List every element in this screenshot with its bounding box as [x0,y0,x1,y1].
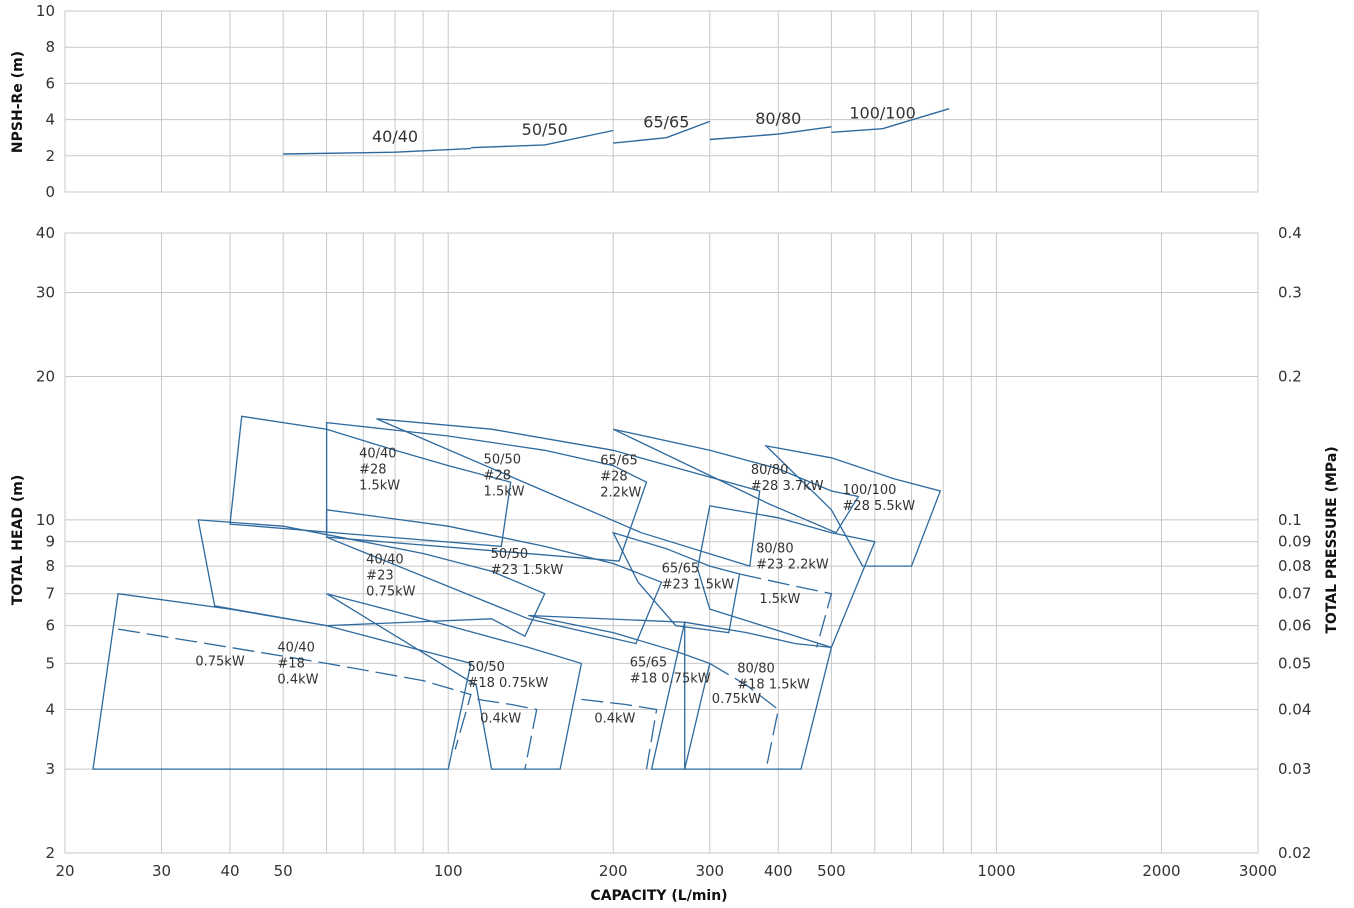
reduced-power-label: 0.75kW [712,692,761,707]
x-tick-label: 3000 [1239,862,1277,880]
performance-range [528,614,711,770]
x-tick-label: 200 [599,862,628,880]
npsh-curve [831,108,950,133]
performance-range [229,415,512,548]
head-y-tick-label: 40 [36,224,55,242]
performance-range-label: 40/40 #23 0.75kW [366,552,415,599]
tick-labels: 0 2 4 6 8 10 2 0.02 3 0.03 4 0.04 5 0.05 6 0.06 7 0.07 8 0.… [36,2,1312,880]
performance-frame [64,232,1259,854]
pressure-y-tick-label: 0.2 [1278,367,1302,385]
npsh-y-tick-label: 10 [36,2,55,20]
npsh-frame [64,10,1259,193]
pressure-y-tick-label: 0.07 [1278,585,1311,603]
pressure-y-tick-label: 0.04 [1278,701,1311,719]
head-y-tick-label: 7 [45,585,55,603]
performance-range-label: 65/65 #28 2.2kW [600,454,641,501]
head-y-tick-label: 5 [45,654,55,672]
total-pressure-axis-title: TOTAL PRESSURE (MPa) [1324,446,1340,633]
grid [64,10,1259,854]
x-tick-label: 300 [695,862,724,880]
head-y-tick-label: 10 [36,511,55,529]
performance-range [376,418,761,567]
pressure-y-tick-label: 0.05 [1278,654,1311,672]
performance-range-label: 40/40 #18 0.4kW [277,641,318,688]
npsh-curve-label: 50/50 [522,120,568,139]
head-y-tick-label: 8 [45,557,55,575]
npsh-curve-label: 80/80 [755,109,801,128]
reduced-power-label: 0.4kW [594,711,635,726]
pressure-y-tick-label: 0.03 [1278,760,1311,778]
reduced-power-curve [739,573,833,648]
head-y-tick-label: 9 [45,533,55,551]
pressure-y-tick-label: 0.4 [1278,224,1302,242]
performance-range-label: 80/80 #28 3.7kW [751,463,824,494]
performance-range-label: 100/100 #28 5.5kW [842,483,915,514]
npsh-curve [709,126,832,141]
performance-range [612,428,860,534]
x-tick-label: 20 [55,862,74,880]
head-y-tick-label: 2 [45,844,55,862]
pressure-y-tick-label: 0.1 [1278,511,1302,529]
npsh-y-tick-label: 4 [45,111,55,129]
performance-range [92,592,472,770]
pressure-y-tick-label: 0.09 [1278,533,1311,551]
pressure-y-tick-label: 0.08 [1278,557,1311,575]
x-tick-label: 40 [220,862,239,880]
curve-labels: 40/40 50/50 65/65 80/80 100/100 40/40 #28 1.5kW… [195,104,915,727]
total-head-axis-title: TOTAL HEAD (m) [10,475,26,606]
x-tick-label: 500 [817,862,846,880]
npsh-y-tick-label: 8 [45,38,55,56]
curves [92,108,950,770]
performance-range-label: 65/65 #23 1.5kW [662,561,735,592]
performance-range-label: 50/50 #28 1.5kW [484,452,525,499]
x-tick-label: 2000 [1142,862,1180,880]
reduced-power-label: 0.75kW [195,654,244,669]
performance-range [696,505,876,649]
pressure-y-tick-label: 0.3 [1278,284,1302,302]
npsh-axis-title: NPSH-Re (m) [10,51,26,153]
performance-range [325,509,663,645]
x-tick-label: 30 [152,862,171,880]
npsh-y-tick-label: 0 [45,183,55,201]
reduced-power-curve [581,698,658,770]
performance-range [684,621,833,770]
x-tick-label: 400 [764,862,793,880]
npsh-curve-label: 40/40 [372,127,418,146]
capacity-axis-title: CAPACITY (L/min) [590,888,727,904]
npsh-curve [613,120,711,144]
head-y-tick-label: 3 [45,760,55,778]
performance-range-label: 40/40 #28 1.5kW [359,446,400,493]
reduced-power-curve [117,628,472,750]
x-tick-label: 50 [274,862,293,880]
head-y-tick-label: 30 [36,284,55,302]
performance-range-label: 80/80 #23 2.2kW [756,541,829,572]
npsh-curve [470,129,614,149]
performance-range-label: 50/50 #18 0.75kW [467,660,548,691]
reduced-power-label: 0.4kW [480,711,521,726]
reduced-power-curve [709,662,780,770]
npsh-curve [283,147,471,155]
pressure-y-tick-label: 0.02 [1278,844,1311,862]
performance-range-label: 50/50 #23 1.5kW [491,547,564,578]
reduced-power-curve [477,698,538,770]
x-tick-label: 100 [434,862,463,880]
npsh-curve-label: 100/100 [849,104,915,123]
reduced-power-label: 1.5kW [759,592,800,607]
npsh-y-tick-label: 2 [45,147,55,165]
x-tick-label: 1000 [977,862,1015,880]
performance-range [325,421,648,562]
npsh-y-tick-label: 6 [45,74,55,92]
pressure-y-tick-label: 0.06 [1278,617,1311,635]
performance-range [611,531,741,634]
head-y-tick-label: 4 [45,701,55,719]
head-y-tick-label: 20 [36,367,55,385]
performance-range-label: 65/65 #18 0.75kW [630,656,711,687]
performance-range [764,444,942,567]
npsh-curve-label: 65/65 [643,113,689,132]
performance-range-label: 80/80 #18 1.5kW [737,662,810,693]
head-y-tick-label: 6 [45,617,55,635]
